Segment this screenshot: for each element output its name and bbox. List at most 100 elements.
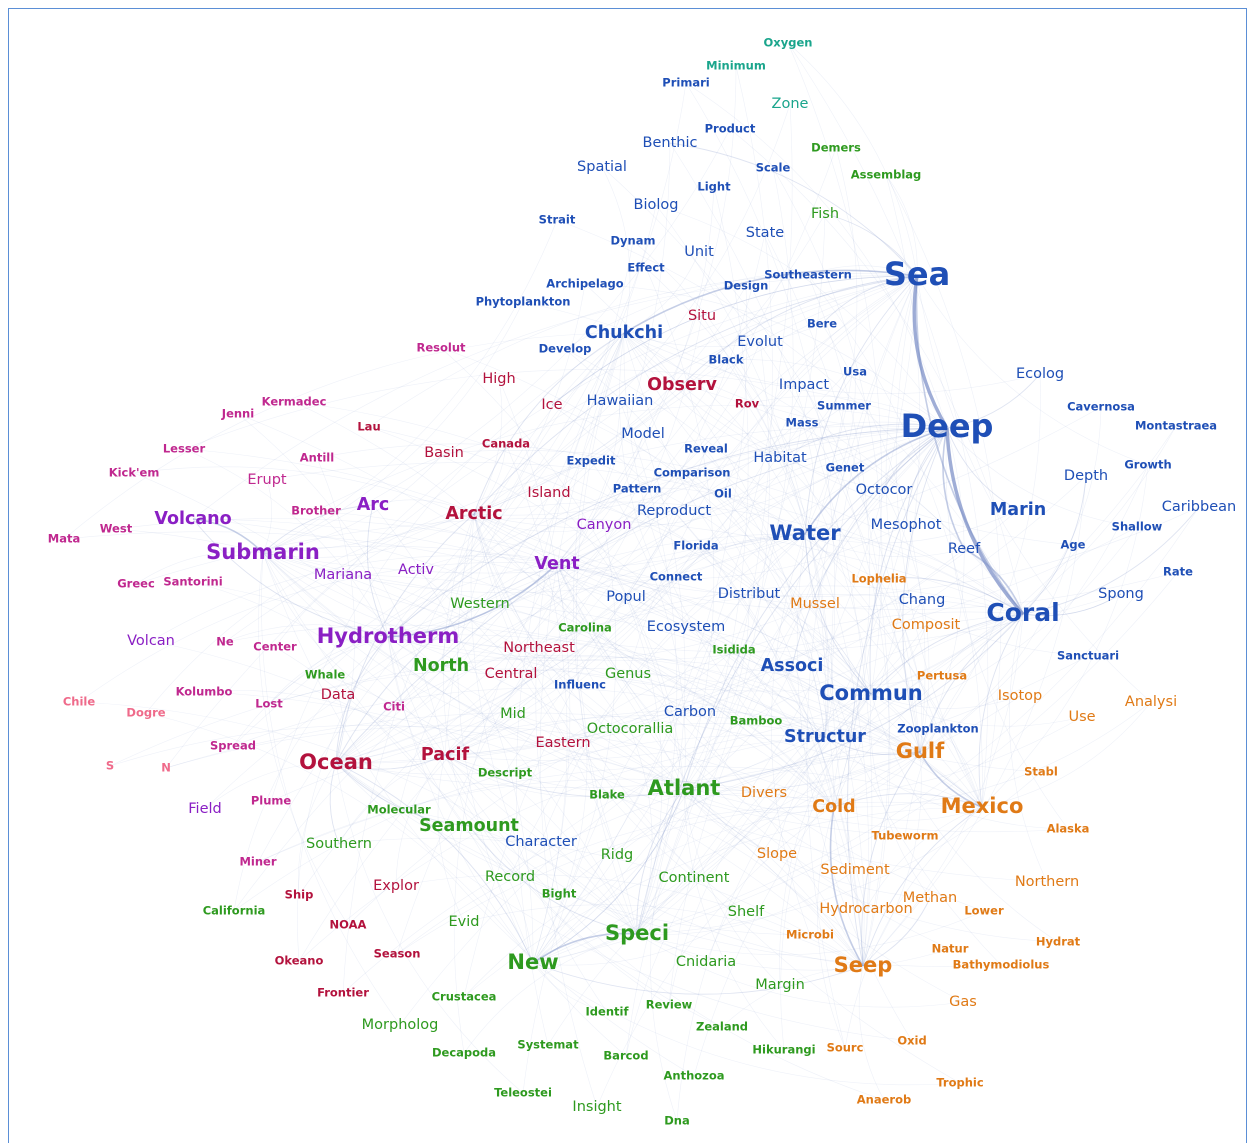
edge	[257, 275, 918, 863]
node-label-greec: Greec	[117, 577, 155, 591]
edge	[625, 736, 826, 1057]
node-label-divers: Divers	[741, 785, 787, 801]
edge	[109, 656, 872, 767]
edge	[556, 563, 951, 950]
edge	[444, 754, 723, 1028]
node-label-northeast: Northeast	[503, 640, 575, 656]
edge	[399, 613, 1024, 1026]
edge	[556, 563, 856, 871]
edge	[262, 533, 806, 594]
node-label-california: California	[203, 904, 266, 918]
edge	[342, 751, 921, 994]
node-label-analysi: Analysi	[1125, 694, 1177, 710]
node-label-noaa: NOAA	[330, 918, 367, 932]
edge	[473, 513, 685, 790]
edge	[440, 332, 625, 667]
node-label-distribut: Distribut	[718, 586, 781, 602]
edge-strong	[1022, 593, 1122, 617]
edge	[601, 166, 631, 334]
edge	[262, 552, 564, 744]
edge-strong	[804, 427, 948, 535]
node-label-alaska: Alaska	[1047, 822, 1090, 836]
edge	[387, 636, 627, 1057]
node-label-dna: Dna	[664, 1114, 690, 1128]
edge	[387, 636, 506, 774]
edge	[440, 654, 921, 753]
node-label-field: Field	[188, 801, 221, 817]
edge	[779, 457, 921, 753]
node-label-gas: Gas	[949, 994, 977, 1010]
edge-strong	[946, 427, 1019, 511]
node-label-reef: Reef	[948, 541, 981, 557]
edge	[183, 369, 948, 450]
node-label-northern: Northern	[1015, 874, 1079, 890]
edge	[443, 450, 1024, 615]
edge	[335, 240, 634, 764]
edge	[338, 754, 446, 845]
edge-strong	[869, 427, 948, 695]
node-label-jenni: Jenni	[221, 407, 254, 421]
edge	[685, 626, 921, 753]
edge	[771, 533, 811, 936]
edge	[870, 693, 1083, 727]
edge	[548, 492, 685, 790]
node-label-isotop: Isotop	[998, 688, 1042, 704]
edge	[262, 219, 558, 554]
edge	[1022, 406, 1102, 615]
edge	[636, 341, 770, 935]
edge	[548, 492, 872, 695]
node-label-bamboo: Bamboo	[730, 714, 783, 728]
node-label-plume: Plume	[251, 794, 292, 808]
edge	[473, 501, 1024, 615]
edge	[237, 413, 446, 756]
edge	[262, 552, 1122, 653]
node-label-reproduct: Reproduct	[637, 503, 711, 519]
edge	[444, 545, 697, 756]
edge	[556, 65, 737, 565]
edge	[335, 762, 913, 1042]
edge	[387, 204, 657, 638]
edge	[232, 427, 948, 747]
edge	[776, 693, 872, 855]
edge	[722, 493, 835, 808]
edge	[821, 323, 926, 753]
node-label-archipelago: Archipelago	[546, 277, 623, 291]
edge	[655, 204, 948, 429]
edge	[204, 533, 806, 810]
edge	[261, 552, 401, 1026]
edge	[803, 384, 891, 967]
edge	[904, 613, 1024, 837]
node-label-western: Western	[450, 596, 509, 612]
edge	[636, 186, 749, 935]
edge	[335, 762, 811, 936]
edge	[532, 524, 617, 964]
node-label-genus: Genus	[605, 666, 651, 682]
node-label-island: Island	[527, 485, 570, 501]
node-label-santorini: Santorini	[163, 575, 222, 589]
edge	[865, 806, 983, 910]
edge	[722, 275, 918, 495]
edge	[335, 332, 625, 764]
edge	[675, 533, 806, 578]
node-label-southeastern: Southeastern	[764, 268, 852, 282]
edge	[937, 728, 983, 808]
edge	[335, 422, 803, 764]
node-label-crustacea: Crustacea	[432, 990, 497, 1004]
edge	[919, 427, 965, 753]
edge	[885, 174, 1002, 808]
edge	[547, 751, 921, 1046]
edge	[232, 636, 389, 747]
edge	[515, 332, 625, 1046]
edge	[532, 103, 793, 964]
edge	[316, 457, 356, 764]
node-label-basin: Basin	[424, 445, 464, 461]
edge-strong	[779, 423, 948, 459]
edge	[396, 806, 835, 955]
edge	[1009, 613, 1048, 883]
edge-strong	[791, 427, 948, 667]
node-label-bight: Bight	[542, 887, 577, 901]
edge	[262, 452, 445, 554]
edge	[532, 877, 695, 964]
edge	[787, 42, 882, 808]
edge-strong	[329, 762, 340, 845]
